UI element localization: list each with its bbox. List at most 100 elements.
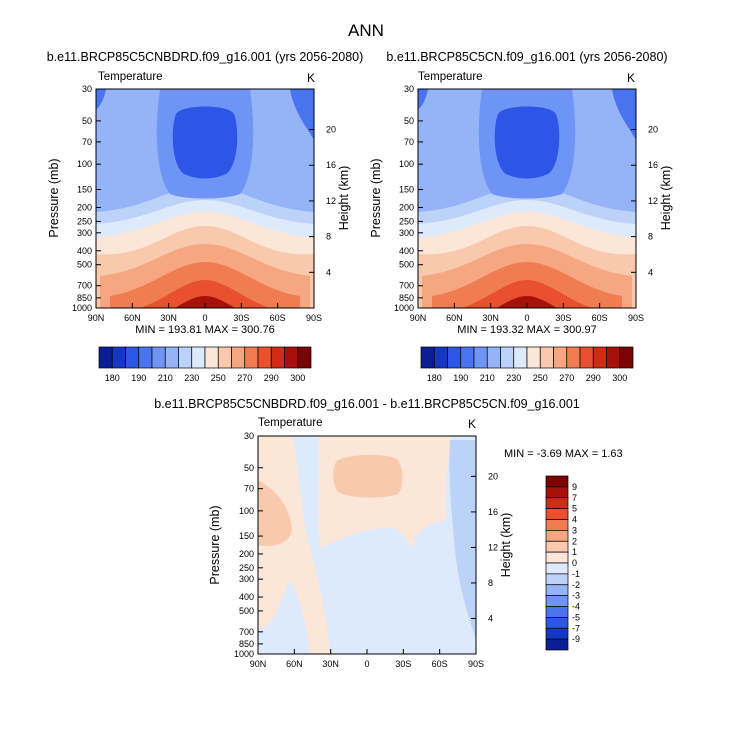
- colorbar-label: -5: [572, 612, 580, 622]
- colorbar-box: [284, 346, 299, 369]
- x-tick-label: 60S: [592, 313, 608, 323]
- y-tick-label: 150: [77, 185, 92, 195]
- height-tick-label: 12: [648, 196, 658, 206]
- colorbar-box: [125, 346, 140, 369]
- x-tick-label: 30N: [322, 659, 339, 669]
- colorbar-label: 0: [572, 558, 577, 568]
- y-tick-label: 700: [399, 281, 414, 291]
- colorbar-box: [217, 346, 232, 369]
- x-tick-label: 90N: [410, 313, 427, 323]
- colorbar-label: 300: [612, 373, 627, 383]
- colorbar-label: 190: [453, 373, 468, 383]
- panel-1-polar-north: [96, 89, 106, 110]
- panel-3-ylabel-right: Height (km): [499, 513, 513, 578]
- colorbar-box: [545, 519, 569, 531]
- colorbar-box: [447, 346, 462, 369]
- y-tick-label: 400: [239, 592, 254, 602]
- y-tick-label: 500: [399, 260, 414, 270]
- colorbar-box: [592, 346, 607, 369]
- colorbar-box: [433, 346, 448, 369]
- panel-1-height-axis: 20 16 12 8 4: [309, 125, 336, 277]
- y-tick-label: 850: [239, 639, 254, 649]
- height-tick-label: 16: [648, 160, 658, 170]
- x-tick-label: 60N: [124, 313, 141, 323]
- colorbar-label: 270: [559, 373, 574, 383]
- height-tick-label: 20: [488, 471, 498, 481]
- colorbar-box: [164, 346, 179, 369]
- colorbar-panel-1: 180 190 210 230 250 270 290 300: [98, 346, 312, 383]
- x-tick-label: 60S: [432, 659, 448, 669]
- panel-2-x-axis: 90N 60N 30N 0 30S 60S 90S: [410, 303, 644, 323]
- y-tick-label: 300: [399, 228, 414, 238]
- panel-3-height-axis: 20 16 12 8 4: [471, 471, 498, 623]
- y-tick-label: 200: [77, 202, 92, 212]
- panel-1-units-label: K: [307, 71, 315, 85]
- colorbar-box: [204, 346, 219, 369]
- colorbar-box: [460, 346, 475, 369]
- panel-2-ylabel-right: Height (km): [659, 166, 673, 231]
- colorbar-label: 180: [105, 373, 120, 383]
- panel-3-band-neg-polar: [449, 440, 476, 640]
- colorbar-label: 3: [572, 525, 577, 535]
- panel-1-stats: MIN = 193.81 MAX = 300.76: [135, 324, 274, 336]
- panel-1-band-300: [175, 296, 235, 308]
- colorbar-box: [231, 346, 246, 369]
- colorbar-box: [566, 346, 581, 369]
- panel-3-x-axis: 90N 60N 30N 0 30S 60S 90S: [250, 649, 484, 669]
- y-tick-label: 850: [77, 293, 92, 303]
- panel-2-variable-label: Temperature: [418, 71, 483, 83]
- panel-2-title: b.e11.BRCP85C5CN.f09_g16.001 (yrs 2056-2…: [386, 50, 667, 64]
- panel-2-band-300: [497, 296, 557, 308]
- panel-2-band-295: [462, 280, 592, 308]
- colorbar-box: [606, 346, 621, 369]
- panel-2-band-200: [494, 106, 560, 179]
- height-tick-label: 20: [326, 125, 336, 135]
- panel-2: b.e11.BRCP85C5CN.f09_g16.001 (yrs 2056-2…: [369, 50, 673, 336]
- panel-2-units-label: K: [627, 71, 635, 85]
- colorbar-label: 180: [427, 373, 442, 383]
- y-tick-label: 50: [244, 463, 254, 473]
- colorbar-label: 290: [586, 373, 601, 383]
- colorbar-box: [545, 530, 569, 542]
- colorbar-box: [579, 346, 594, 369]
- colorbar-label: 190: [131, 373, 146, 383]
- y-tick-label: 250: [239, 563, 254, 573]
- colorbar-box: [545, 540, 569, 553]
- panel-2-polar-north: [418, 89, 428, 110]
- colorbar-box: [539, 346, 554, 369]
- colorbar-box: [513, 346, 528, 369]
- height-tick-label: 8: [488, 578, 493, 588]
- x-tick-label: 60N: [286, 659, 303, 669]
- height-tick-label: 4: [326, 267, 331, 277]
- panel-3-contour-field: [258, 436, 476, 654]
- colorbar-label: 2: [572, 536, 577, 546]
- colorbar-box: [545, 508, 569, 520]
- colorbar-box: [257, 346, 272, 369]
- x-tick-label: 0: [524, 313, 529, 323]
- colorbar-box: [545, 584, 569, 596]
- colorbar-box: [545, 475, 569, 488]
- colorbar-label: 5: [572, 504, 577, 514]
- height-tick-label: 16: [488, 507, 498, 517]
- colorbar-box: [545, 606, 569, 618]
- y-tick-label: 150: [239, 531, 254, 541]
- panel-1-variable-label: Temperature: [98, 71, 163, 83]
- y-tick-label: 300: [239, 574, 254, 584]
- x-tick-label: 90S: [306, 313, 322, 323]
- y-tick-label: 30: [404, 84, 414, 94]
- y-tick-label: 150: [399, 185, 414, 195]
- colorbar-label: -9: [572, 634, 580, 644]
- y-tick-label: 850: [399, 293, 414, 303]
- y-tick-label: 200: [399, 202, 414, 212]
- height-tick-label: 4: [648, 267, 653, 277]
- height-tick-label: 8: [648, 232, 653, 242]
- x-tick-label: 90N: [88, 313, 105, 323]
- y-tick-label: 400: [77, 246, 92, 256]
- x-tick-label: 30N: [482, 313, 499, 323]
- panel-2-ylabel: Pressure (mb): [369, 158, 383, 237]
- y-tick-label: 500: [77, 260, 92, 270]
- panel-1-ylabel-right: Height (km): [337, 166, 351, 231]
- colorbar-label: 250: [211, 373, 226, 383]
